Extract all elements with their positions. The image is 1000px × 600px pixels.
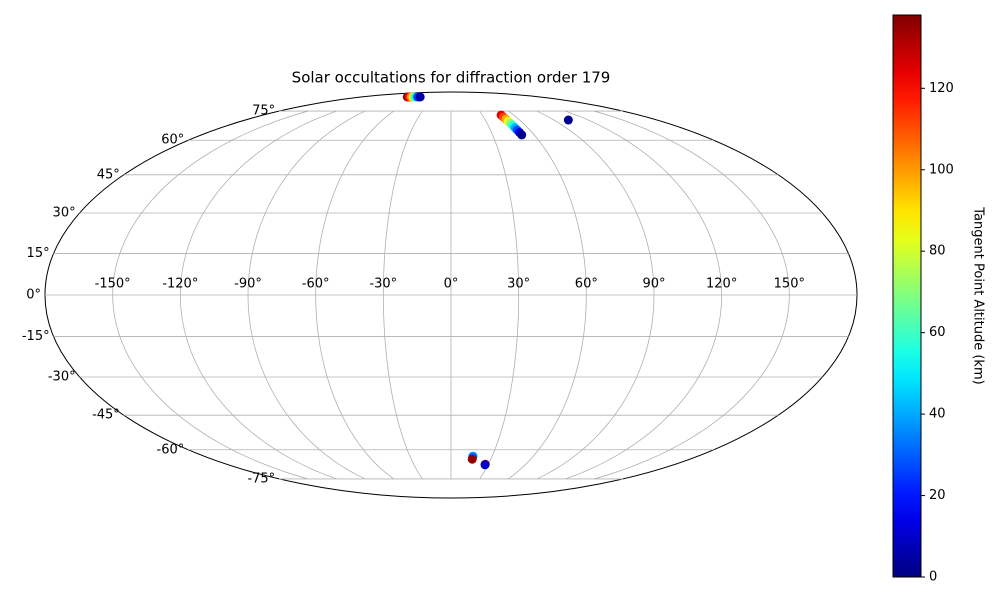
y-tick-label: 75° — [252, 104, 275, 119]
x-tick-label: 30° — [507, 277, 530, 292]
x-tick-label: 150° — [774, 277, 805, 292]
x-tick-label: 120° — [706, 277, 737, 292]
x-tick-label: -30° — [369, 277, 397, 292]
chart-title: Solar occultations for diffraction order… — [292, 69, 611, 87]
data-point — [563, 115, 573, 125]
y-tick-label: 0° — [26, 288, 41, 303]
colorbar-tick-label: 0 — [929, 570, 937, 585]
colorbar — [892, 14, 922, 578]
x-tick-label: 60° — [575, 277, 598, 292]
x-tick-label: -120° — [162, 277, 198, 292]
x-tick-label: -90° — [234, 277, 262, 292]
colorbar-tick-label: 100 — [929, 162, 954, 177]
data-point — [480, 460, 490, 470]
data-point — [467, 454, 477, 464]
y-tick-label: -15° — [22, 329, 50, 344]
colorbar-tick-label: 40 — [929, 407, 946, 422]
y-tick-label: -60° — [157, 442, 185, 457]
colorbar-label: Tangent Point Altitude (km) — [971, 206, 986, 384]
y-tick-label: 60° — [161, 133, 184, 148]
y-tick-label: 15° — [27, 246, 50, 261]
x-tick-label: 0° — [444, 277, 459, 292]
data-point — [415, 92, 425, 102]
y-tick-label: -45° — [92, 408, 120, 423]
colorbar-tick-label: 80 — [929, 244, 946, 259]
colorbar-tick-label: 120 — [929, 81, 954, 96]
x-tick-label: -60° — [302, 277, 330, 292]
data-point — [517, 130, 527, 140]
y-tick-label: -75° — [247, 471, 275, 486]
colorbar-tick-label: 20 — [929, 488, 946, 503]
colorbar-tick-label: 60 — [929, 325, 946, 340]
y-tick-label: 30° — [53, 205, 76, 220]
y-tick-label: -30° — [48, 370, 76, 385]
x-tick-label: -150° — [95, 277, 131, 292]
x-tick-label: 90° — [642, 277, 665, 292]
y-tick-label: 45° — [97, 167, 120, 182]
